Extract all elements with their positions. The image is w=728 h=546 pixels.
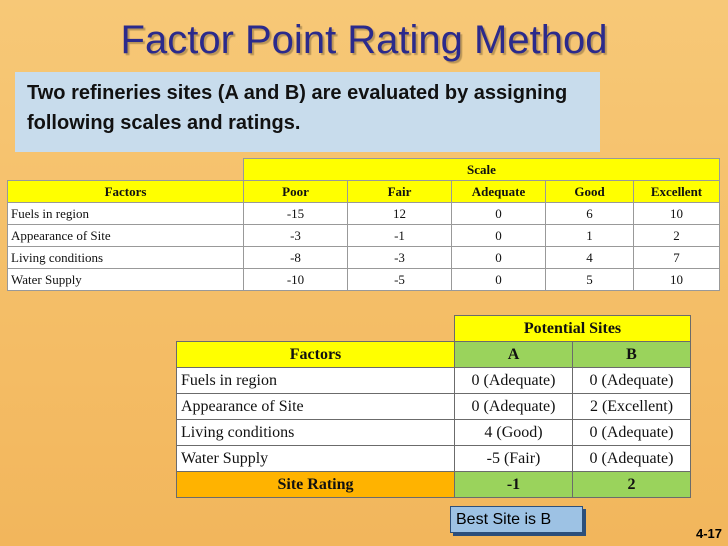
value-cell: 2	[633, 224, 720, 247]
empty-cell	[8, 159, 244, 181]
scale-header-excellent: Excellent	[633, 180, 720, 203]
value-cell: 12	[347, 202, 452, 225]
scale-header-good: Good	[545, 180, 634, 203]
sites-header-factors: Factors	[176, 341, 455, 368]
site-rating-label: Site Rating	[176, 471, 455, 498]
value-cell: 0	[451, 202, 546, 225]
value-cell: 0	[451, 246, 546, 269]
sites-group-header: Potential Sites	[454, 315, 691, 342]
site-b-rating: 2	[572, 471, 691, 498]
sites-group-header-row: Potential Sites	[177, 315, 691, 342]
site-a-cell: 0 (Adequate)	[454, 393, 573, 420]
site-a-cell: 0 (Adequate)	[454, 367, 573, 394]
value-cell: 1	[545, 224, 634, 247]
factor-cell: Water Supply	[176, 445, 455, 472]
factor-cell: Water Supply	[7, 268, 244, 291]
value-cell: -5	[347, 268, 452, 291]
value-cell: -1	[347, 224, 452, 247]
value-cell: -8	[243, 246, 348, 269]
scale-header-adequate: Adequate	[451, 180, 546, 203]
value-cell: -10	[243, 268, 348, 291]
site-rating-row: Site Rating -1 2	[176, 471, 691, 498]
table-row: Living conditions -8 -3 0 4 7	[7, 246, 720, 269]
scale-header-fair: Fair	[347, 180, 452, 203]
site-b-cell: 0 (Adequate)	[572, 367, 691, 394]
value-cell: 6	[545, 202, 634, 225]
scale-table: Scale Factors Poor Fair Adequate Good Ex…	[7, 158, 720, 291]
site-b-cell: 0 (Adequate)	[572, 419, 691, 446]
table-row: Appearance of Site -3 -1 0 1 2	[7, 224, 720, 247]
table-row: Fuels in region -15 12 0 6 10	[7, 202, 720, 225]
value-cell: 0	[451, 268, 546, 291]
scale-header-factors: Factors	[7, 180, 244, 203]
best-site-callout: Best Site is B	[450, 506, 583, 533]
scale-header-row: Factors Poor Fair Adequate Good Excellen…	[7, 180, 720, 203]
factor-cell: Appearance of Site	[7, 224, 244, 247]
factor-cell: Appearance of Site	[176, 393, 455, 420]
factor-cell: Fuels in region	[176, 367, 455, 394]
sites-header-a: A	[454, 341, 573, 368]
value-cell: 5	[545, 268, 634, 291]
slide-number: 4-17	[695, 526, 722, 541]
table-row: Fuels in region 0 (Adequate) 0 (Adequate…	[176, 367, 691, 394]
value-cell: 10	[633, 268, 720, 291]
scale-group-header-row: Scale	[8, 158, 720, 181]
value-cell: 10	[633, 202, 720, 225]
table-row: Appearance of Site 0 (Adequate) 2 (Excel…	[176, 393, 691, 420]
slide-title: Factor Point Rating Method	[120, 18, 608, 62]
sites-table: Potential Sites Factors A B Fuels in reg…	[176, 315, 691, 498]
value-cell: -15	[243, 202, 348, 225]
site-a-cell: 4 (Good)	[454, 419, 573, 446]
scale-header-poor: Poor	[243, 180, 348, 203]
value-cell: -3	[347, 246, 452, 269]
value-cell: 7	[633, 246, 720, 269]
factor-cell: Living conditions	[7, 246, 244, 269]
site-b-cell: 0 (Adequate)	[572, 445, 691, 472]
sites-header-row: Factors A B	[176, 341, 691, 368]
intro-text: Two refineries sites (A and B) are evalu…	[15, 72, 600, 152]
site-a-cell: -5 (Fair)	[454, 445, 573, 472]
table-row: Living conditions 4 (Good) 0 (Adequate)	[176, 419, 691, 446]
factor-cell: Fuels in region	[7, 202, 244, 225]
scale-group-header: Scale	[243, 158, 720, 181]
table-row: Water Supply -5 (Fair) 0 (Adequate)	[176, 445, 691, 472]
value-cell: 0	[451, 224, 546, 247]
value-cell: 4	[545, 246, 634, 269]
site-b-cell: 2 (Excellent)	[572, 393, 691, 420]
table-row: Water Supply -10 -5 0 5 10	[7, 268, 720, 291]
factor-cell: Living conditions	[176, 419, 455, 446]
sites-header-b: B	[572, 341, 691, 368]
empty-cell	[177, 316, 455, 342]
value-cell: -3	[243, 224, 348, 247]
site-a-rating: -1	[454, 471, 573, 498]
